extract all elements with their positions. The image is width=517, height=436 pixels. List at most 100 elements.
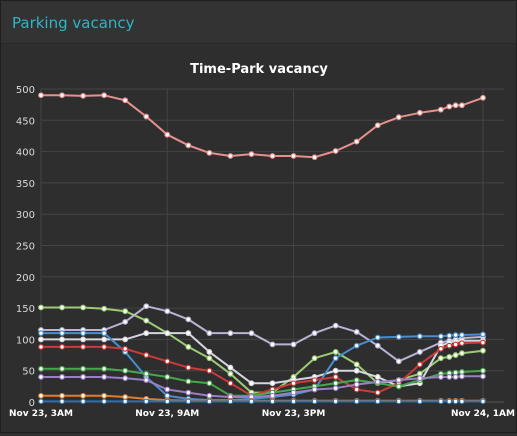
data-point[interactable] (374, 122, 381, 129)
data-point[interactable] (38, 330, 44, 337)
data-point[interactable] (101, 92, 108, 99)
data-point[interactable] (227, 153, 234, 159)
data-point[interactable] (437, 398, 444, 405)
data-point[interactable] (185, 344, 192, 350)
data-point[interactable] (290, 341, 297, 348)
data-point[interactable] (480, 398, 486, 405)
data-point[interactable] (269, 153, 276, 159)
data-point[interactable] (332, 148, 339, 154)
data-point[interactable] (59, 392, 65, 399)
data-point[interactable] (353, 328, 360, 335)
data-point[interactable] (80, 92, 86, 99)
data-point[interactable] (185, 142, 192, 149)
data-point[interactable] (446, 374, 453, 380)
data-point[interactable] (452, 102, 459, 109)
data-point[interactable] (80, 330, 86, 337)
data-point[interactable] (38, 374, 44, 380)
data-point[interactable] (80, 336, 86, 343)
data-point[interactable] (290, 153, 297, 159)
data-point[interactable] (374, 374, 381, 380)
data-point[interactable] (332, 398, 339, 405)
data-point[interactable] (59, 330, 65, 337)
data-point[interactable] (269, 341, 276, 348)
data-point[interactable] (311, 330, 318, 337)
data-point[interactable] (311, 355, 318, 362)
data-point[interactable] (143, 377, 150, 383)
data-point[interactable] (248, 380, 255, 387)
data-point[interactable] (101, 374, 108, 380)
data-point[interactable] (101, 344, 108, 350)
data-point[interactable] (353, 386, 360, 393)
data-point[interactable] (185, 330, 192, 337)
data-point[interactable] (480, 94, 486, 101)
data-point[interactable] (122, 375, 129, 382)
data-point[interactable] (459, 102, 465, 109)
data-point[interactable] (437, 355, 444, 362)
data-point[interactable] (459, 398, 465, 405)
data-point[interactable] (459, 350, 465, 357)
data-point[interactable] (38, 344, 44, 350)
data-point[interactable] (164, 330, 171, 337)
data-point[interactable] (80, 392, 86, 399)
data-point[interactable] (332, 374, 339, 380)
data-point[interactable] (290, 380, 297, 387)
data-point[interactable] (164, 398, 171, 405)
data-point[interactable] (416, 361, 423, 368)
data-point[interactable] (185, 378, 192, 385)
data-point[interactable] (374, 398, 381, 405)
data-point[interactable] (480, 373, 486, 380)
data-point[interactable] (143, 370, 150, 377)
data-point[interactable] (480, 339, 486, 346)
data-point[interactable] (143, 352, 150, 358)
data-point[interactable] (395, 377, 402, 383)
data-point[interactable] (248, 330, 255, 337)
data-point[interactable] (446, 354, 453, 360)
data-point[interactable] (395, 383, 402, 390)
data-point[interactable] (452, 374, 459, 380)
data-point[interactable] (353, 381, 360, 388)
data-point[interactable] (459, 340, 465, 347)
data-point[interactable] (206, 330, 213, 337)
data-point[interactable] (143, 303, 150, 310)
data-point[interactable] (437, 374, 444, 380)
data-point[interactable] (395, 398, 402, 405)
data-point[interactable] (59, 398, 65, 405)
data-point[interactable] (416, 109, 423, 116)
data-point[interactable] (143, 398, 150, 405)
data-point[interactable] (122, 345, 129, 352)
data-point[interactable] (311, 377, 318, 383)
data-point[interactable] (480, 331, 486, 338)
data-point[interactable] (164, 358, 171, 365)
data-point[interactable] (101, 365, 108, 372)
data-point[interactable] (101, 305, 108, 312)
data-point[interactable] (227, 330, 234, 337)
data-point[interactable] (332, 380, 339, 387)
data-point[interactable] (332, 367, 339, 374)
data-point[interactable] (437, 333, 444, 340)
data-point[interactable] (80, 365, 86, 372)
data-point[interactable] (480, 347, 486, 354)
data-point[interactable] (446, 342, 453, 349)
data-point[interactable] (437, 345, 444, 352)
data-point[interactable] (437, 106, 444, 113)
data-point[interactable] (332, 349, 339, 355)
data-point[interactable] (227, 380, 234, 387)
data-point[interactable] (59, 336, 65, 343)
data-point[interactable] (101, 336, 108, 343)
data-point[interactable] (122, 336, 129, 343)
data-point[interactable] (38, 336, 44, 343)
data-point[interactable] (332, 322, 339, 329)
data-point[interactable] (206, 392, 213, 399)
data-point[interactable] (122, 367, 129, 374)
data-point[interactable] (311, 154, 318, 161)
data-point[interactable] (164, 308, 171, 315)
data-point[interactable] (38, 398, 44, 405)
data-point[interactable] (248, 151, 255, 158)
data-point[interactable] (122, 308, 129, 315)
data-point[interactable] (59, 365, 65, 372)
data-point[interactable] (452, 341, 459, 348)
data-point[interactable] (452, 352, 459, 358)
data-point[interactable] (353, 342, 360, 349)
data-point[interactable] (206, 355, 213, 362)
data-point[interactable] (185, 389, 192, 396)
